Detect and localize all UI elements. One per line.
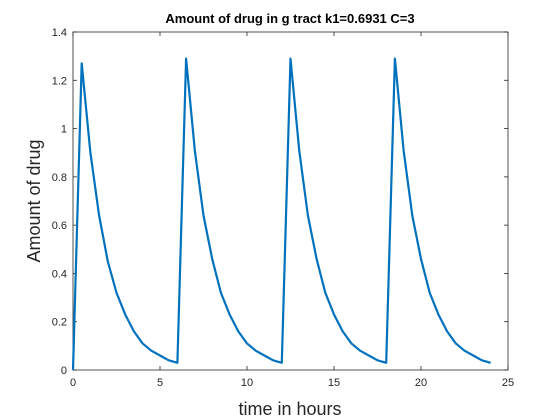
x-tick-label: 15 [328,377,340,389]
y-tick-label: 0.6 [52,220,67,232]
x-tick-label: 25 [502,377,514,389]
x-axis-label: time in hours [238,399,341,419]
y-tick-label: 1.2 [52,75,67,87]
x-tick-label: 5 [157,377,163,389]
y-tick-label: 0.2 [52,317,67,329]
y-tick-label: 1.4 [52,27,67,39]
series-line [71,57,491,371]
axis-ticks: 0 5 10 15 20 25 0 0.2 0.4 0.6 0.8 1 1.2 1.4 [52,27,514,389]
y-tick-label: 0 [61,365,67,377]
x-tick-label: 0 [70,377,76,389]
y-tick-label: 1 [61,124,67,136]
x-tick-label: 10 [241,377,253,389]
data-series [71,57,491,371]
chart-title: Amount of drug in g tract k1=0.6931 C=3 [165,11,414,26]
y-axis-label: Amount of drug [24,139,44,262]
x-tick-label: 20 [415,377,427,389]
y-tick-label: 0.8 [52,172,67,184]
y-tick-label: 0.4 [52,268,67,280]
